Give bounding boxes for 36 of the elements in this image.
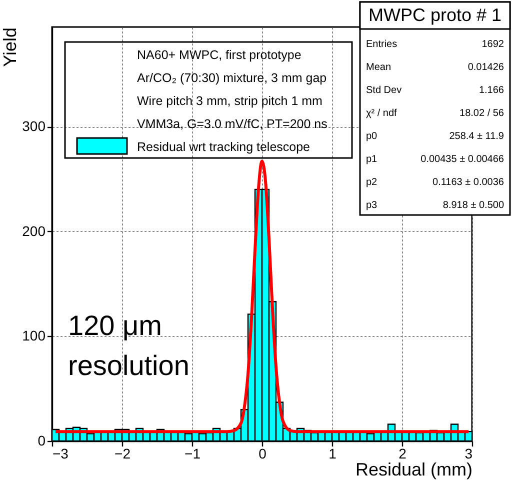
annotation: Mean (366, 62, 392, 73)
annotation: Entries (366, 39, 398, 50)
annotation: Ar/CO₂ (70:30) mixture, 3 mm gap (137, 71, 327, 85)
annotation: p3 (366, 200, 378, 211)
y-tick-label: 0 (38, 432, 46, 448)
x-tick-label: 1 (328, 446, 337, 462)
x-tick-label: −3 (52, 446, 69, 462)
x-tick-label: 0 (258, 446, 267, 462)
annotation: 0.01426 (468, 62, 504, 73)
annotation: Wire pitch 3 mm, strip pitch 1 mm (137, 94, 322, 108)
x-tick-label: −1 (184, 446, 201, 462)
annotation: p0 (366, 131, 378, 142)
annotation: 0.00435 ± 0.00466 (420, 154, 504, 165)
annotation: Std Dev (366, 85, 402, 96)
annotation: NA60+ MWPC, first prototype (137, 48, 302, 62)
annotation: 120 μm resolution (68, 310, 190, 381)
y-axis-title: Yield (0, 28, 20, 67)
x-axis-title: Residual (mm) (355, 460, 472, 480)
text: 1692 (482, 39, 504, 50)
annotation: VMM3a, G=3.0 mV/fC, PT=200 ns (137, 117, 328, 131)
annotation: 258.4 ± 11.9 (449, 131, 504, 142)
annotation: p1 (366, 154, 378, 165)
annotation: 0.1163 ± 0.0036 (432, 177, 504, 188)
y-tick-label: 200 (22, 222, 46, 239)
y-tick-label: 300 (22, 118, 46, 134)
annotation: p2 (366, 177, 378, 188)
x-tick-label: 2 (398, 446, 407, 462)
legend-label: Residual wrt tracking telescope (137, 140, 310, 154)
x-tick-label: 3 (464, 446, 473, 462)
x-tick-label: −2 (114, 446, 131, 462)
annotation: 18.02 / 56 (460, 108, 504, 119)
y-tick-label: 100 (22, 328, 46, 344)
text: 1.166 (478, 85, 504, 96)
annotation: χ² / ndf (366, 108, 398, 119)
text: MWPC proto # 1 (368, 5, 502, 25)
annotation: 8.918 ± 0.500 (442, 200, 504, 211)
